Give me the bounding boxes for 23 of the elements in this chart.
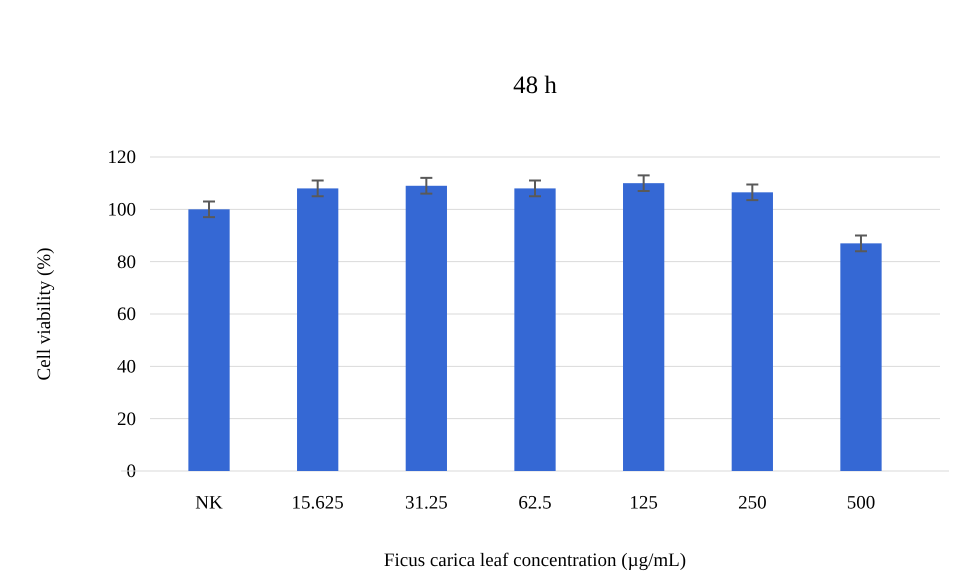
x-tick-label: 15.625 xyxy=(292,492,344,514)
bar xyxy=(406,186,447,471)
bar xyxy=(840,243,882,471)
x-tick-label: 31.25 xyxy=(404,492,448,514)
chart-title: 48 h xyxy=(513,72,558,99)
x-axis-title: Ficus carica leaf concentration (µg/mL) xyxy=(384,550,686,571)
y-axis-title: Cell viability (%) xyxy=(34,248,55,380)
x-tick-label: NK xyxy=(195,492,224,514)
x-tick-label: 250 xyxy=(738,492,767,514)
bar xyxy=(297,188,338,471)
bar xyxy=(188,209,230,471)
bar xyxy=(623,183,664,471)
y-tick-label: 80 xyxy=(117,252,136,273)
bar xyxy=(732,192,773,471)
y-tick-label: 60 xyxy=(117,304,136,326)
y-tick-label: 120 xyxy=(108,147,136,168)
bar xyxy=(514,188,556,471)
y-tick-label: 40 xyxy=(117,356,136,378)
y-tick-label: 20 xyxy=(117,408,136,430)
x-tick-label: 500 xyxy=(846,492,876,514)
x-tick-label: 62.5 xyxy=(518,492,552,514)
x-tick-label: 125 xyxy=(629,492,658,514)
y-tick-label: 100 xyxy=(108,199,136,220)
